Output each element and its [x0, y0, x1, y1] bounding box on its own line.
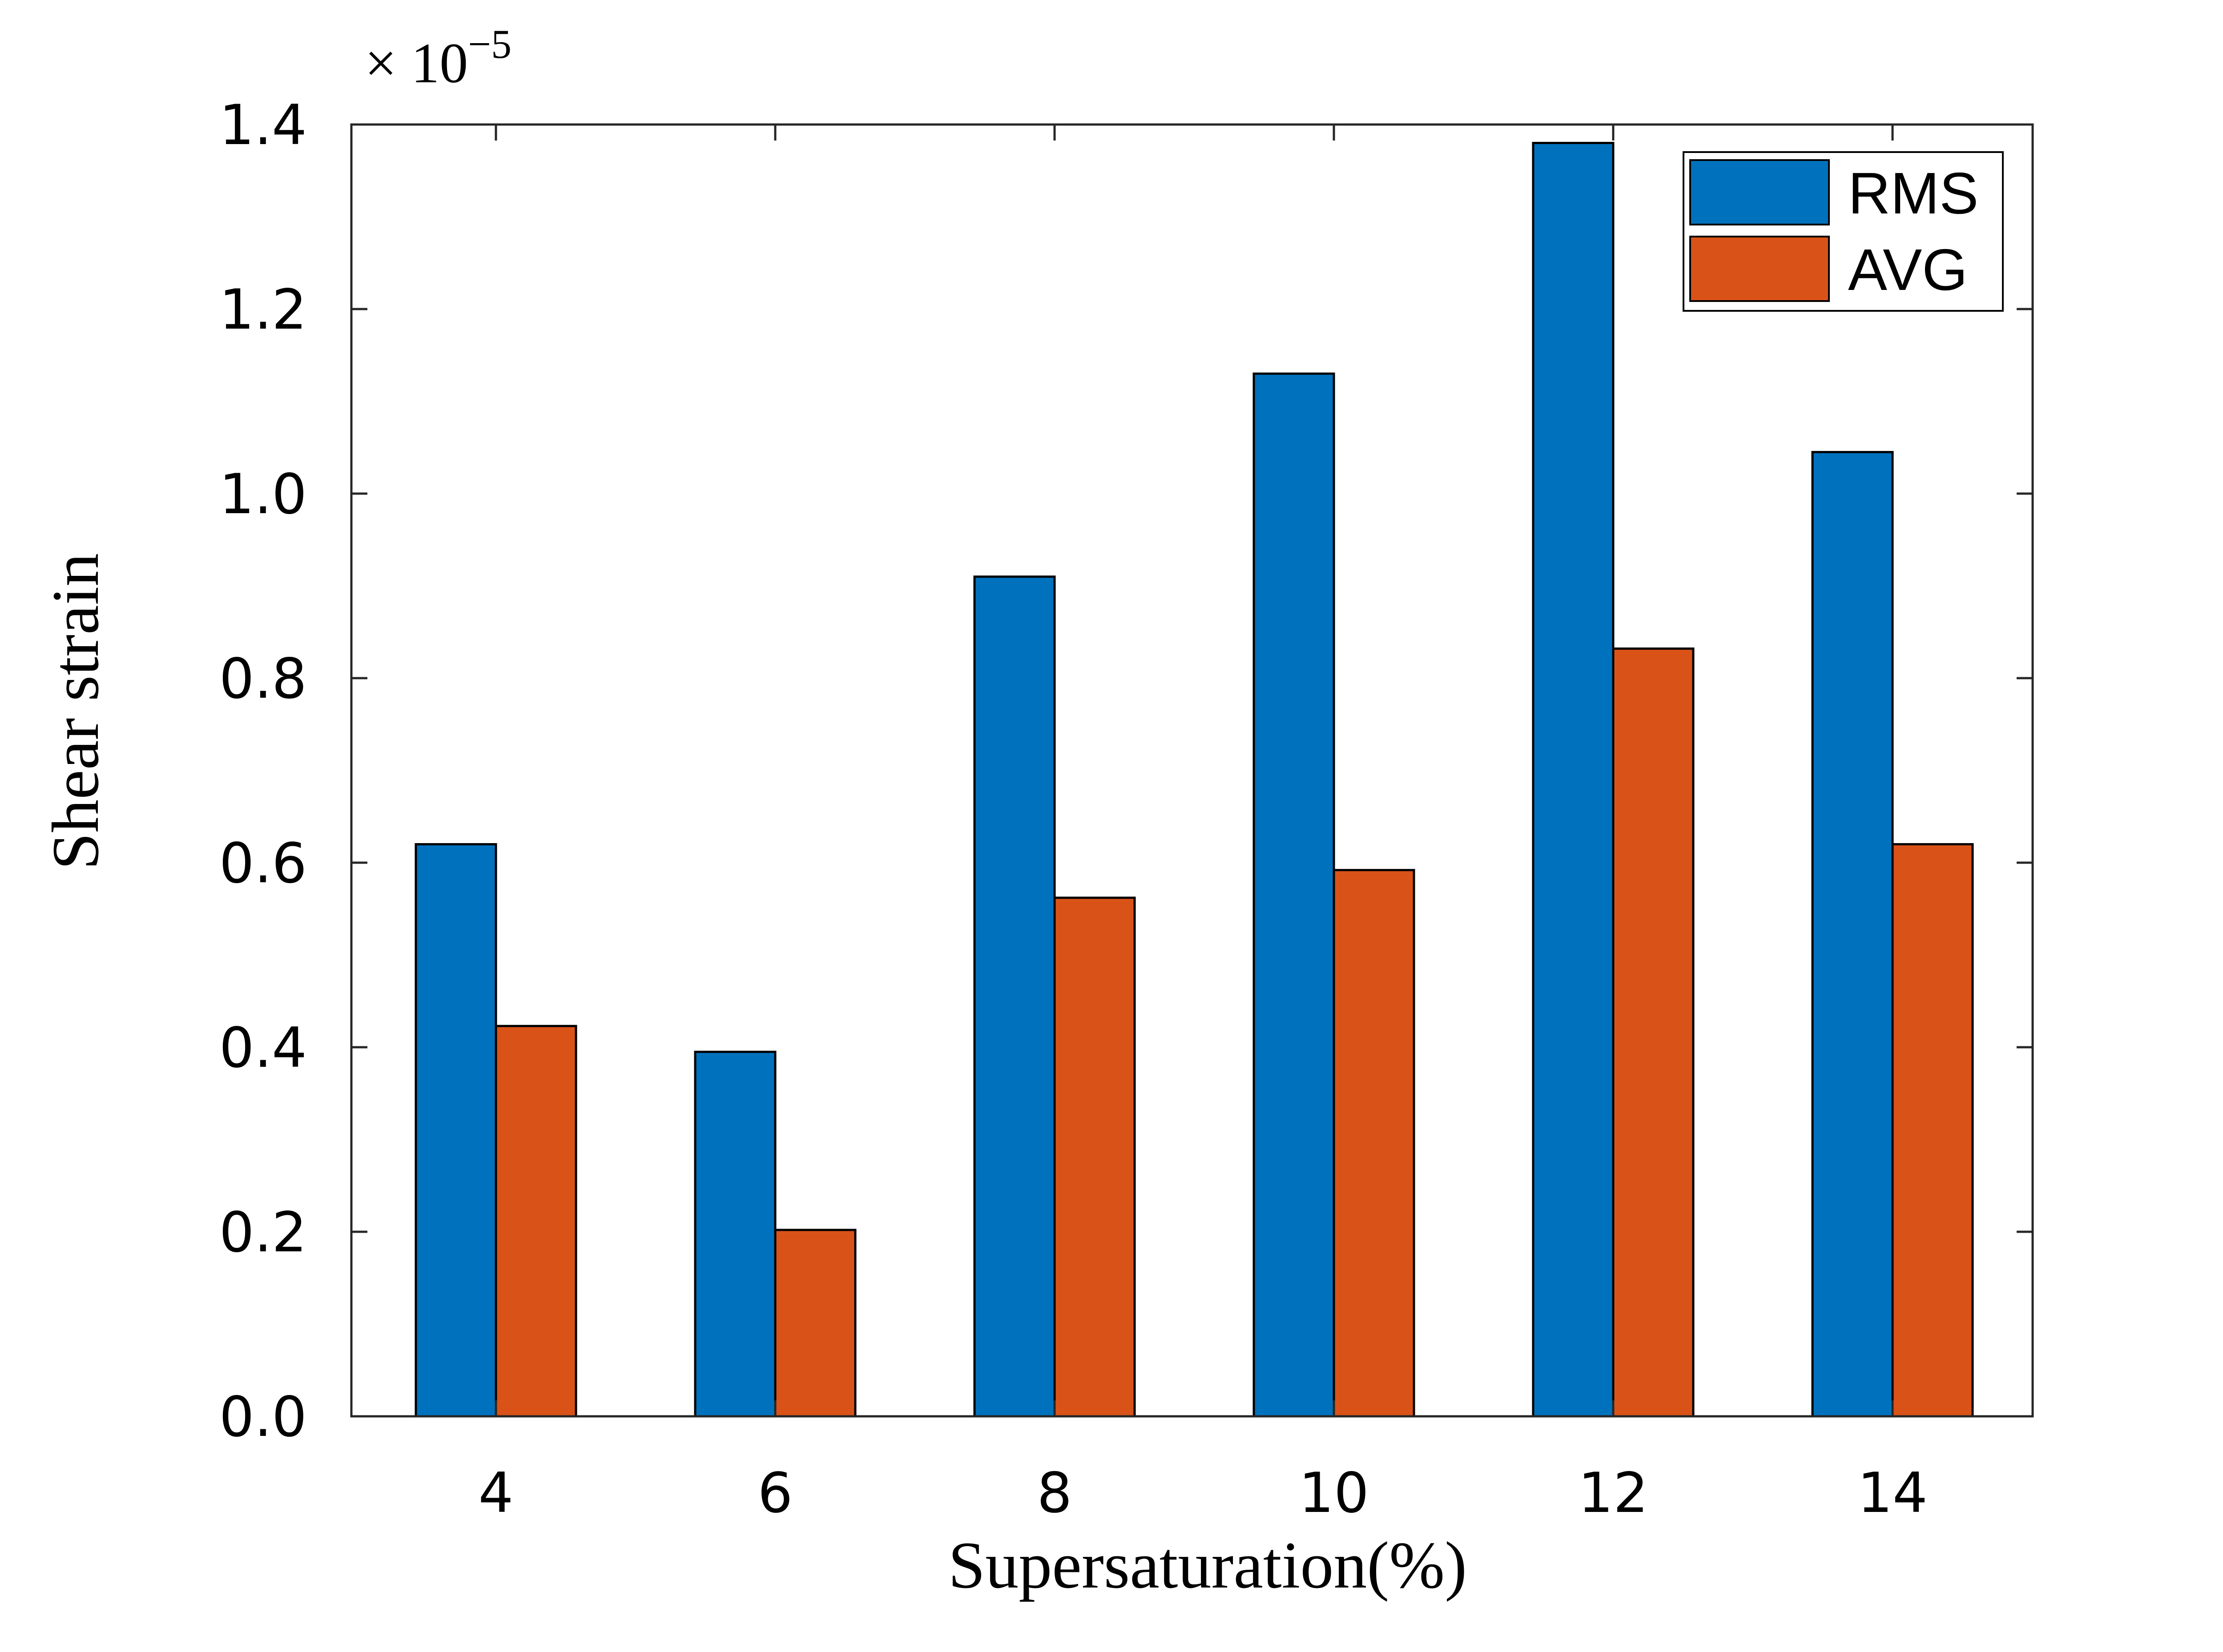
- bar-rms-6: [694, 1050, 777, 1418]
- y-tick-label: 1.0: [219, 462, 307, 527]
- bar-avg-8: [1053, 896, 1136, 1418]
- x-tick-label: 4: [479, 1461, 514, 1525]
- bar-rms-12: [1532, 142, 1615, 1418]
- y-tick-label: 0.4: [219, 1016, 307, 1080]
- legend: RMS AVG: [1683, 151, 2004, 312]
- bar-avg-4: [495, 1025, 577, 1418]
- x-tick-label: 12: [1578, 1461, 1648, 1525]
- axes-layer: [350, 123, 2034, 1418]
- ticks-layer: 0.0 0.2 0.4 0.6 0.8 1.0 1.2 1.4 4 6 8 10 12 14: [219, 93, 2033, 1525]
- legend-swatch-rms: [1689, 159, 1830, 225]
- bar-rms-10: [1252, 372, 1335, 1418]
- plot-frame: [350, 123, 2034, 1418]
- bar-rms-14: [1811, 451, 1894, 1418]
- bar-rms-4: [415, 843, 497, 1418]
- y-axis-exponent-label: × 10−5: [365, 21, 511, 95]
- bars-layer: [415, 142, 1974, 1418]
- x-axis-title: Supersaturation(%): [948, 1528, 1467, 1602]
- legend-swatch-avg: [1689, 236, 1830, 302]
- y-axis-title: Shear strain: [39, 553, 113, 870]
- y-tick-label: 0.2: [219, 1201, 307, 1265]
- y-tick-label: 1.4: [219, 93, 307, 157]
- legend-label-avg: AVG: [1848, 237, 1968, 302]
- y-axis-exponent-power: −5: [468, 21, 511, 67]
- x-tick-label: 8: [1037, 1461, 1072, 1525]
- y-tick-label: 0.8: [219, 647, 307, 711]
- bar-avg-14: [1891, 843, 1974, 1418]
- bar-rms-8: [973, 575, 1056, 1418]
- x-tick-label: 6: [758, 1461, 793, 1525]
- bar-avg-6: [774, 1229, 857, 1418]
- y-tick-label: 0.0: [219, 1385, 307, 1449]
- legend-label-rms: RMS: [1848, 161, 1978, 226]
- bar-avg-12: [1612, 647, 1695, 1418]
- y-axis-exponent-prefix: × 10: [365, 32, 468, 95]
- x-tick-label: 10: [1299, 1461, 1369, 1525]
- y-tick-label: 0.6: [219, 832, 307, 896]
- bar-avg-10: [1333, 869, 1415, 1418]
- x-tick-label: 14: [1857, 1461, 1928, 1525]
- y-tick-label: 1.2: [219, 278, 307, 342]
